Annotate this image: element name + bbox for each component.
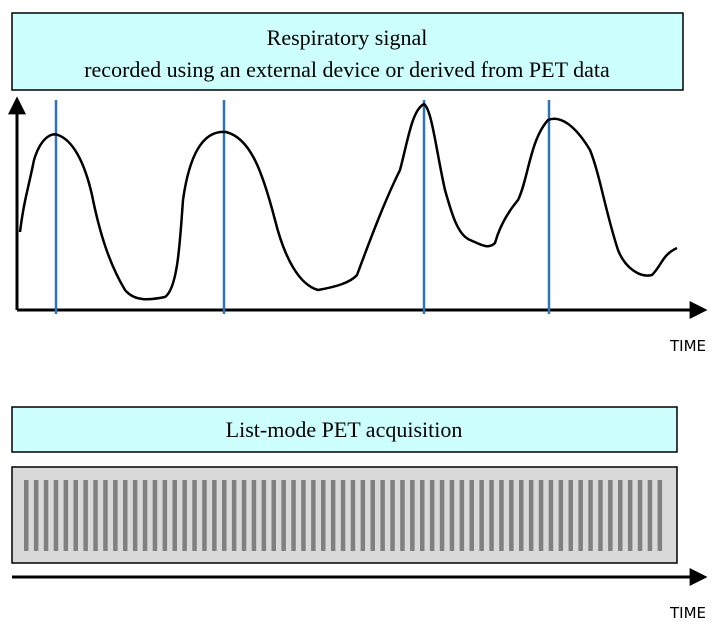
- signal-subtitle: recorded using an external device or der…: [84, 57, 610, 82]
- event-stripe: [578, 480, 583, 551]
- event-stripe: [291, 480, 296, 551]
- event-stripe: [637, 480, 643, 551]
- event-stripe: [251, 480, 257, 551]
- event-stripe: [172, 480, 177, 551]
- event-stripe: [182, 480, 187, 551]
- event-stripe: [618, 480, 623, 551]
- event-stripe: [528, 480, 534, 551]
- event-stripe: [63, 480, 69, 551]
- event-stripe: [132, 480, 138, 551]
- event-stripe: [538, 480, 544, 551]
- event-stripe: [192, 480, 197, 551]
- event-stripe: [627, 480, 633, 551]
- event-stripe: [93, 480, 98, 551]
- event-stripe: [499, 480, 504, 551]
- event-stripe: [548, 480, 554, 551]
- event-stripe: [83, 480, 88, 551]
- time-label: TIME: [669, 604, 706, 622]
- event-stripe: [489, 480, 494, 551]
- signal-title-box: [11, 12, 684, 91]
- event-stripe: [241, 480, 247, 551]
- event-stripe: [212, 480, 217, 551]
- event-stripe: [429, 480, 435, 551]
- event-stripe: [469, 480, 474, 551]
- event-stripe: [459, 480, 465, 551]
- event-stripe: [380, 480, 385, 551]
- event-stripe: [301, 480, 306, 551]
- event-stripe: [598, 480, 603, 551]
- event-stripe: [311, 480, 316, 551]
- event-stripe: [608, 480, 613, 551]
- respiratory-curve: [18, 102, 678, 301]
- event-stripe: [162, 480, 168, 551]
- event-stripe: [24, 480, 29, 551]
- event-stripe: [271, 480, 276, 551]
- event-stripe: [340, 480, 346, 551]
- event-stripe: [202, 480, 207, 551]
- acquisition-title-box: [11, 406, 678, 453]
- event-stripe: [281, 480, 286, 551]
- event-stripe: [350, 480, 356, 551]
- event-stripe: [410, 480, 415, 551]
- event-stripe: [657, 480, 663, 551]
- acquisition-title: List-mode PET acquisition: [226, 417, 463, 442]
- time-label: TIME: [669, 337, 706, 355]
- event-stripe: [123, 480, 128, 551]
- event-stripe: [43, 480, 49, 551]
- event-stripe: [568, 480, 573, 551]
- event-stripe: [261, 480, 267, 551]
- event-stripes: [24, 480, 663, 551]
- event-stripe: [509, 480, 514, 551]
- event-stripe: [420, 480, 425, 551]
- event-stripe: [231, 480, 237, 551]
- event-stripe: [330, 480, 336, 551]
- event-stripe: [449, 480, 455, 551]
- event-stripe: [647, 480, 653, 551]
- event-stripe: [73, 480, 78, 551]
- event-stripe: [588, 480, 593, 551]
- event-stripe: [142, 480, 148, 551]
- event-stripe: [519, 480, 524, 551]
- event-stripe: [33, 480, 39, 551]
- event-stripe: [222, 480, 227, 551]
- event-stripe: [479, 480, 484, 551]
- event-stripe: [53, 480, 59, 551]
- event-stripe: [558, 480, 564, 551]
- event-stripe: [113, 480, 118, 551]
- event-stripe: [321, 480, 326, 551]
- event-stripe: [400, 480, 405, 551]
- event-stripe: [439, 480, 445, 551]
- event-stripe: [360, 480, 366, 551]
- event-stripe: [390, 480, 395, 551]
- event-stripe: [152, 480, 158, 551]
- signal-title: Respiratory signal: [267, 25, 428, 50]
- event-stripe: [370, 480, 375, 551]
- event-stripe: [103, 480, 108, 551]
